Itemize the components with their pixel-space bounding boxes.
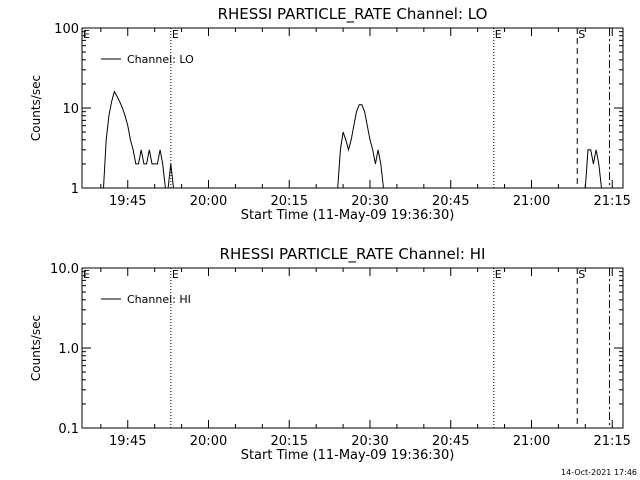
x-tick-label: 19:45 — [109, 434, 146, 449]
x-tick-label: 20:00 — [190, 434, 227, 449]
y-tick-label: 1 — [71, 182, 79, 197]
legend-label: Channel: HI — [127, 293, 191, 306]
event-marker-label: E — [83, 28, 90, 41]
chart-title: RHESSI PARTICLE_RATE Channel: HI — [220, 245, 486, 264]
series-line — [167, 163, 174, 189]
x-tick-label: 20:30 — [351, 434, 388, 449]
legend-label: Channel: LO — [127, 53, 194, 66]
x-tick-label: 20:45 — [432, 434, 469, 449]
x-axis-label: Start Time (11-May-09 19:36:30) — [241, 208, 455, 223]
x-tick-label: 20:30 — [351, 194, 388, 209]
hi-channel-panel: RHESSI PARTICLE_RATE Channel: HI 0.1 1.0 10… — [29, 245, 631, 463]
event-marker-label: E — [172, 268, 179, 281]
series-line — [584, 149, 602, 189]
lo-channel-panel: RHESSI PARTICLE_RATE Channel: LO 1 10 100 19… — [29, 5, 631, 223]
y-axis-label: Counts/sec — [29, 315, 43, 381]
x-tick-label: 21:00 — [513, 434, 550, 449]
x-tick-label: 20:15 — [271, 194, 308, 209]
y-tick-label: 10.0 — [50, 262, 79, 277]
x-tick-label: 20:15 — [271, 434, 308, 449]
event-marker-label: E — [83, 268, 90, 281]
chart-title: RHESSI PARTICLE_RATE Channel: LO — [218, 5, 488, 24]
x-tick-label: 20:45 — [432, 194, 469, 209]
plot-frame — [81, 267, 624, 429]
x-tick-label: 21:15 — [593, 194, 630, 209]
x-tick-label: 20:00 — [190, 194, 227, 209]
y-tick-label: 1.0 — [58, 342, 79, 357]
y-tick-label: 10 — [62, 102, 79, 117]
event-marker-label: E — [495, 28, 502, 41]
footer-timestamp: 14-Oct-2021 17:46 — [561, 468, 637, 477]
series-line — [103, 90, 166, 189]
event-marker-label: S — [578, 268, 585, 281]
y-tick-label: 0.1 — [58, 422, 79, 437]
x-axis-label: Start Time (11-May-09 19:36:30) — [241, 448, 455, 463]
x-tick-label: 21:00 — [513, 194, 550, 209]
x-tick-label: 21:15 — [593, 434, 630, 449]
y-tick-label: 100 — [54, 22, 79, 37]
y-axis-label: Counts/sec — [29, 75, 43, 141]
series-line — [337, 104, 384, 189]
event-marker-label: E — [495, 268, 502, 281]
x-tick-label: 19:45 — [109, 194, 146, 209]
event-marker-label: E — [172, 28, 179, 41]
event-marker-label: S — [578, 28, 585, 41]
